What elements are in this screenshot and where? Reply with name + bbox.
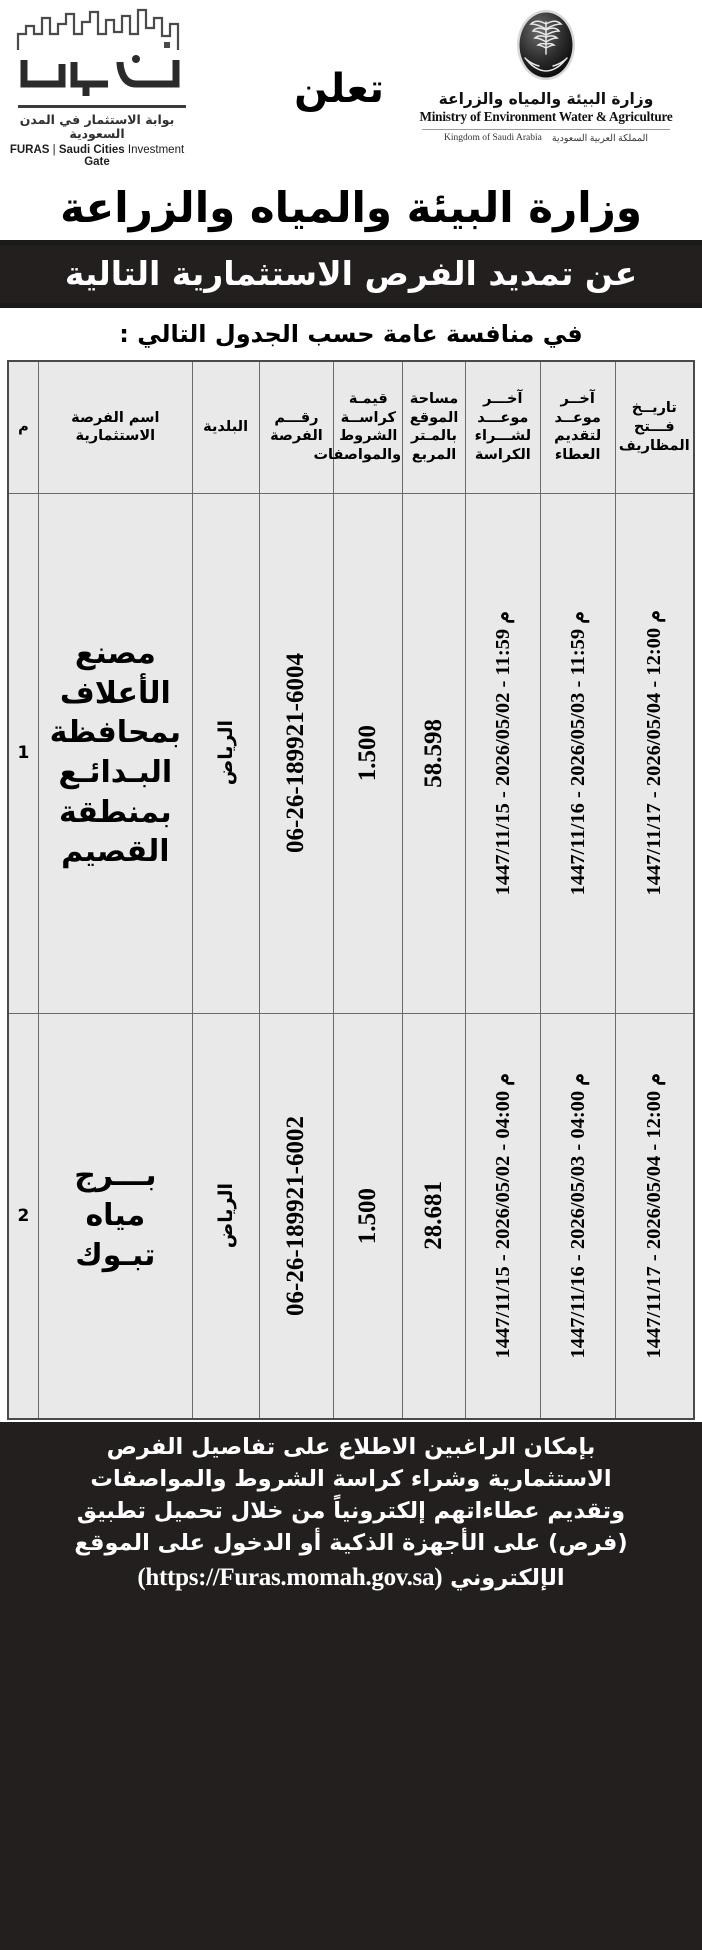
opportunity-name-line: القصيم <box>61 834 170 870</box>
title-rule-top <box>0 240 702 245</box>
opportunity-name-line: مصنع <box>74 636 156 672</box>
opportunity-name-line: البـدائـع <box>58 755 173 790</box>
col-header-envelope-open-date: تاريــخ فـــتح المظاريف <box>614 360 695 494</box>
page-title: وزارة البيئة والمياه والزراعة <box>60 183 642 232</box>
cell-envelope-open-date: 1447/11/17 - م 12:00 - 2026/05/04 <box>614 1012 695 1420</box>
envelope-open-date-value: 1447/11/17 - م 12:00 - 2026/05/04 <box>643 1073 666 1359</box>
col-header-bid-deadline: آخــر موعــد لتقديم العطاء <box>539 360 616 494</box>
table-body: 1447/11/17 - م 12:00 - 2026/05/04 1447/1… <box>7 492 695 1420</box>
footer-line-4: (فرص) على الأجهزة الذكية أو الدخول على ا… <box>74 1529 628 1556</box>
furas-investment-en: Investment <box>127 143 185 156</box>
booklet-value-value: 1.500 <box>354 1187 382 1244</box>
opportunity-name-line: الأعلاف <box>59 675 171 711</box>
bid-deadline-value: 1447/11/16 - م 04:00 - 2026/05/03 <box>566 1073 589 1359</box>
furas-name-en: FURAS <box>9 143 50 156</box>
municipality-value: الرياض <box>214 720 237 786</box>
logo-divider <box>18 105 186 108</box>
cell-site-area: 28.681 <box>402 1012 466 1420</box>
opportunity-number-value: 06-26-189921-6004 <box>282 653 310 853</box>
furas-gate-en: Gate <box>84 155 110 168</box>
col-header-site-area: مساحة الموقع بالمـتر المربع <box>402 360 466 494</box>
footer-line-2: الاستثمارية وشراء كراسة الشروط والمواصفا… <box>90 1465 612 1492</box>
ministry-name-arabic: وزارة البيئة والمياه والزراعة <box>438 90 654 108</box>
kingdom-english: Kingdom of Saudi Arabia <box>443 133 542 143</box>
cell-opportunity-number: 06-26-189921-6002 <box>258 1012 335 1420</box>
furas-tagline-arabic: بوابة الاستثمار في المدن السعودية <box>19 112 175 141</box>
footer-line-1: بإمكان الراغبين الاطلاع على تفاصيل الفرص <box>106 1434 596 1460</box>
title-rule-bottom <box>0 303 702 308</box>
col-header-opportunity-number: رقـــم الفرصة <box>258 360 335 494</box>
ministry-divider <box>422 129 670 130</box>
saudi-palm-swords-emblem-icon <box>517 10 575 80</box>
opportunity-name-line: تبـوك <box>75 1237 156 1273</box>
site-area-value: 58.598 <box>420 718 448 788</box>
col-header-index: م <box>7 360 39 494</box>
site-area-value: 28.681 <box>420 1181 448 1251</box>
ministry-name-english: Ministry of Environment Water & Agricult… <box>419 109 673 124</box>
cell-bid-deadline: 1447/11/16 - م 04:00 - 2026/05/03 <box>539 1012 616 1420</box>
booklet-deadline-value: 1447/11/15 - م 11:59 - 2026/05/02 <box>491 610 514 896</box>
page-header: بوابة الاستثمار في المدن السعودية FURAS … <box>0 0 702 178</box>
furas-wordmark <box>20 55 180 96</box>
col-header-booklet-value: قيمـة كراســة الشروط والمواصفات <box>313 360 404 494</box>
table-header-row: تاريــخ فـــتح المظاريف آخــر موعــد لتق… <box>7 360 695 494</box>
portal-url-link[interactable]: (https://Furas.momah.gov.sa) <box>137 1563 443 1591</box>
competition-subtitle: في منافسة عامة حسب الجدول التالي : <box>119 320 583 348</box>
kingdom-arabic: المملكة العربية السعودية <box>551 134 649 144</box>
col-header-municipality: البلدية <box>191 360 260 494</box>
furas-logo: بوابة الاستثمار في المدن السعودية FURAS … <box>8 6 186 168</box>
announce-verb: تعلن <box>294 66 385 112</box>
opportunity-number-value: 06-26-189921-6002 <box>282 1115 310 1316</box>
ministry-logo: وزارة البيئة والمياه والزراعة Ministry o… <box>400 8 692 144</box>
bid-deadline-value: 1447/11/16 - م 11:59 - 2026/05/03 <box>566 610 589 896</box>
cell-booklet-deadline: 1447/11/15 - م 11:59 - 2026/05/02 <box>464 492 541 1014</box>
cell-index: 1 <box>7 492 39 1014</box>
page-footer: بإمكان الراغبين الاطلاع على تفاصيل الفرص… <box>0 1422 702 1950</box>
furas-cities-en: Saudi Cities <box>58 143 125 156</box>
cell-opportunity-number: 06-26-189921-6004 <box>258 492 335 1014</box>
cell-booklet-value: 1.500 <box>333 1012 404 1420</box>
footer-line-5: الإلكتروني (https://Furas.momah.gov.sa) <box>14 1560 688 1596</box>
booklet-deadline-value: 1447/11/15 - م 04:00 - 2026/05/02 <box>491 1073 514 1359</box>
cell-index: 2 <box>7 1012 39 1420</box>
furas-tagline-english: FURAS | Saudi Cities Investment Gate <box>8 144 186 168</box>
cell-booklet-deadline: 1447/11/15 - م 04:00 - 2026/05/02 <box>464 1012 541 1420</box>
municipality-value: الرياض <box>214 1183 237 1249</box>
kingdom-line: المملكة العربية السعودية Kingdom of Saud… <box>400 133 692 144</box>
cell-booklet-value: 1.500 <box>333 492 404 1014</box>
col-header-opportunity-name: اسم الفرصة الاستثمارية <box>37 360 193 494</box>
opportunity-name-line: بمحافظة <box>49 715 182 751</box>
opportunity-name-line: بمنطقة <box>59 794 172 830</box>
opportunities-table: تاريــخ فـــتح المظاريف آخــر موعــد لتق… <box>7 360 695 1420</box>
cell-envelope-open-date: 1447/11/17 - م 12:00 - 2026/05/04 <box>614 492 695 1014</box>
cell-municipality: الرياض <box>191 492 260 1014</box>
opportunity-name-line: بـــرج <box>74 1158 157 1194</box>
opportunities-table-wrapper: تاريــخ فـــتح المظاريف آخــر موعــد لتق… <box>0 360 702 1422</box>
footer-electronic-label: الإلكتروني <box>450 1564 565 1591</box>
col-header-booklet-deadline: آخـــر موعـــد لشـــراء الكراسة <box>464 360 541 494</box>
banner-subject: عن تمديد الفرص الاستثمارية التالية <box>0 245 702 303</box>
city-skyline-icon <box>16 8 180 50</box>
cell-bid-deadline: 1447/11/16 - م 11:59 - 2026/05/03 <box>539 492 616 1014</box>
cell-site-area: 58.598 <box>402 492 466 1014</box>
furas-sep: | <box>52 143 56 156</box>
cell-opportunity-name: بـــرج مياه تبـوك <box>37 1012 193 1420</box>
booklet-value-value: 1.500 <box>354 724 382 782</box>
table-row: 1447/11/17 - م 12:00 - 2026/05/04 1447/1… <box>7 1012 695 1420</box>
cell-opportunity-name: مصنع الأعلاف بمحافظة البـدائـع بمنطقة ال… <box>37 492 193 1014</box>
cell-municipality: الرياض <box>191 1012 260 1420</box>
table-row: 1447/11/17 - م 12:00 - 2026/05/04 1447/1… <box>7 492 695 1014</box>
footer-line-3: وتقديم عطاءاتهم إلكترونياً من خلال تحميل… <box>76 1497 626 1524</box>
table-head: تاريــخ فـــتح المظاريف آخــر موعــد لتق… <box>7 360 695 494</box>
opportunity-name-line: مياه <box>85 1197 146 1233</box>
envelope-open-date-value: 1447/11/17 - م 12:00 - 2026/05/04 <box>643 610 666 896</box>
